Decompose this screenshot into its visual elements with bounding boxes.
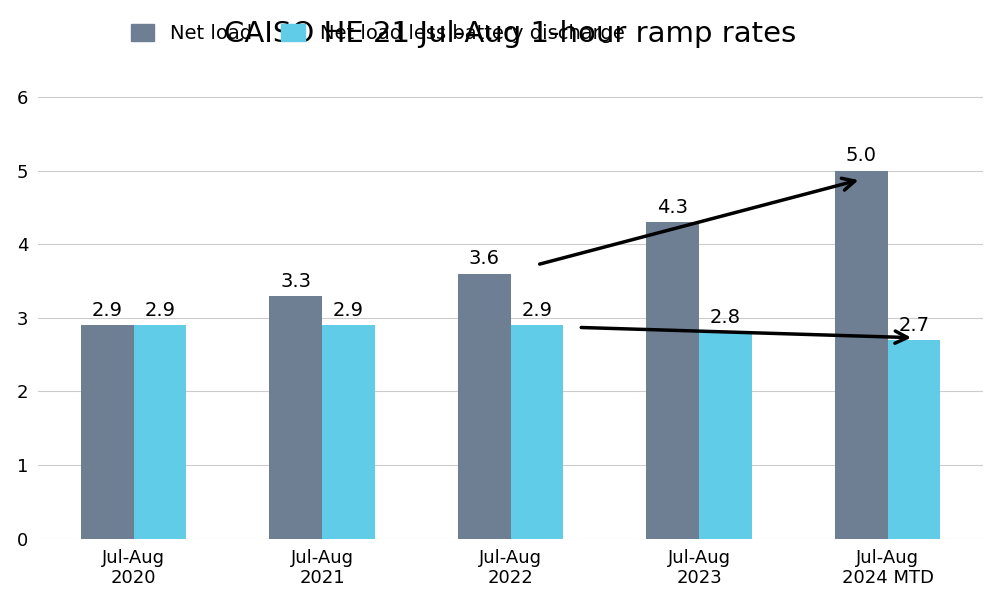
Text: 2.7: 2.7: [898, 316, 929, 335]
Text: 3.6: 3.6: [469, 249, 500, 269]
Bar: [458, 274, 511, 539]
Text: 2.9: 2.9: [521, 301, 552, 320]
Bar: [699, 333, 752, 539]
Text: 3.3: 3.3: [280, 272, 311, 291]
Bar: [134, 325, 186, 539]
Text: 2.8: 2.8: [710, 309, 741, 327]
Text: 4.3: 4.3: [657, 198, 688, 217]
Text: 2.9: 2.9: [92, 301, 123, 320]
Bar: [322, 325, 375, 539]
Text: 5.0: 5.0: [846, 146, 877, 165]
Text: 2.9: 2.9: [145, 301, 176, 320]
Bar: [269, 296, 322, 539]
Bar: [511, 325, 563, 539]
Bar: [646, 222, 699, 539]
Legend: Net load, Net load less battery discharge: Net load, Net load less battery discharg…: [123, 16, 633, 51]
Title: CAISO HE 21 Jul-Aug 1-hour ramp rates: CAISO HE 21 Jul-Aug 1-hour ramp rates: [224, 21, 797, 48]
Bar: [888, 340, 940, 539]
Text: 2.9: 2.9: [333, 301, 364, 320]
Bar: [835, 170, 888, 539]
Bar: [81, 325, 134, 539]
